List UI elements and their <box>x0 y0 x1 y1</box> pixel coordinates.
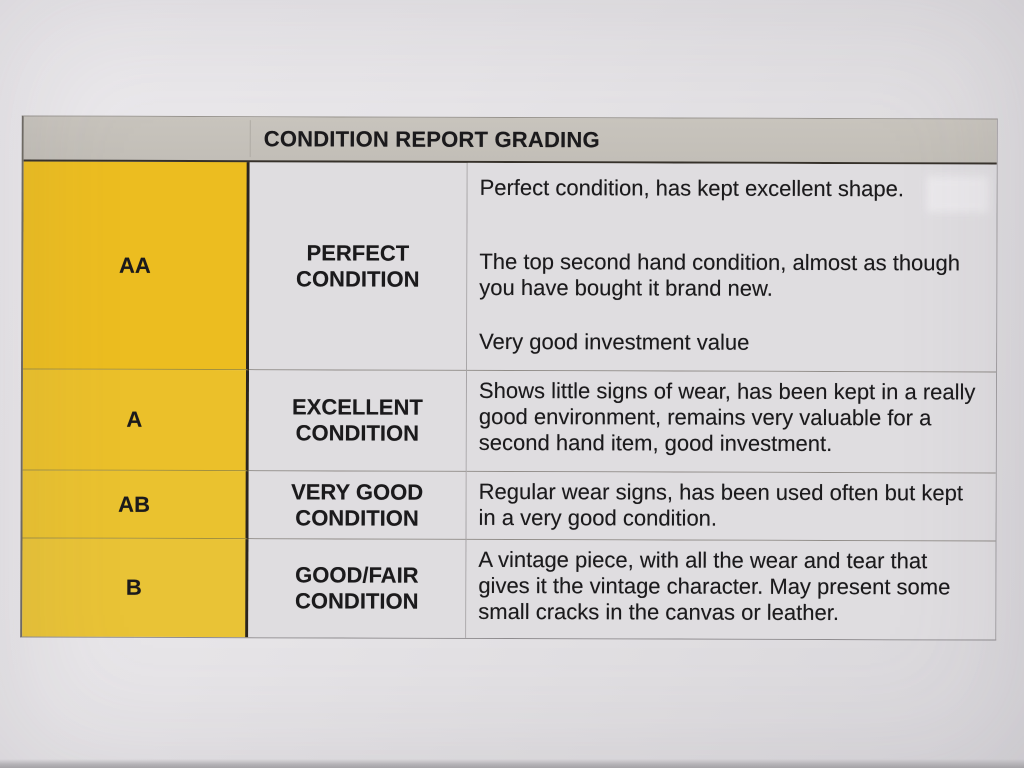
condition-name-line2: CONDITION <box>296 265 420 292</box>
description-paragraph: The top second hand condition, almost as… <box>479 248 961 301</box>
grade-cell-b: B <box>22 538 249 638</box>
description-cell-b: A vintage piece, with all the wear and t… <box>466 539 996 640</box>
description-cell-a: Shows little signs of wear, has been kep… <box>466 370 997 474</box>
condition-cell-b: GOOD/FAIR CONDITION <box>248 539 467 638</box>
description-paragraph: Very good investment value <box>479 328 750 355</box>
condition-cell-aa: PERFECT CONDITION <box>249 162 468 371</box>
table-header: CONDITION REPORT GRADING <box>23 116 997 165</box>
condition-name-line2: CONDITION <box>295 420 420 446</box>
description-cell-ab: Regular wear signs, has been used often … <box>466 471 996 542</box>
grade-label: AB <box>118 491 151 517</box>
description-paragraph: Perfect condition, has kept excellent sh… <box>479 174 905 202</box>
grade-cell-a: A <box>22 369 250 472</box>
grade-cell-ab: AB <box>22 470 249 540</box>
condition-name-line1: PERFECT <box>306 239 410 266</box>
condition-name-line1: EXCELLENT <box>291 394 423 420</box>
condition-name-line2: CONDITION <box>295 504 419 531</box>
description-paragraph: Regular wear signs, has been used often … <box>478 478 963 531</box>
description-paragraph: Shows little signs of wear, has been kep… <box>478 377 976 457</box>
photo-bottom-edge <box>0 759 1024 768</box>
grade-label: B <box>125 574 142 600</box>
grade-label: AA <box>118 252 151 278</box>
condition-grading-table: CONDITION REPORT GRADING AA PERFECT COND… <box>20 115 998 641</box>
condition-name-line2: CONDITION <box>295 588 419 614</box>
grade-label: A <box>126 406 143 432</box>
grade-cell-aa: AA <box>23 161 250 371</box>
condition-cell-a: EXCELLENT CONDITION <box>248 370 468 472</box>
table-header-title: CONDITION REPORT GRADING <box>263 125 600 152</box>
whiteout-patch <box>926 176 989 213</box>
condition-name-line1: GOOD/FAIR <box>295 562 419 588</box>
description-paragraph: A vintage piece, with all the wear and t… <box>478 546 951 626</box>
condition-name-line1: VERY GOOD <box>291 478 424 505</box>
description-cell-aa: Perfect condition, has kept excellent sh… <box>467 162 997 373</box>
condition-cell-ab: VERY GOOD CONDITION <box>248 471 467 540</box>
